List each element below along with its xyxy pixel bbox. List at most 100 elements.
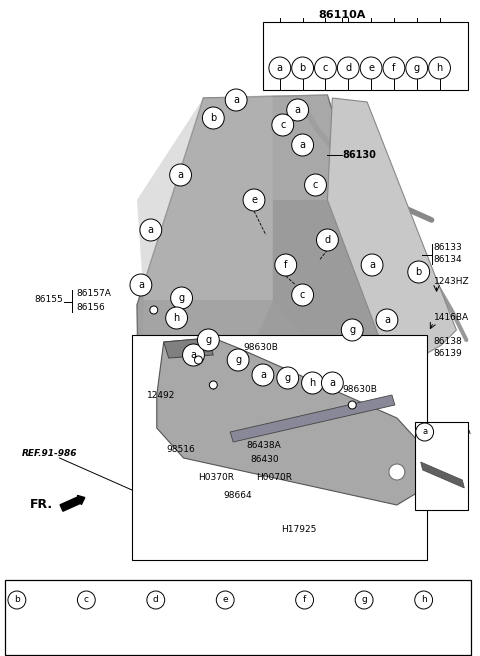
Text: g: g	[235, 355, 241, 365]
Text: h: h	[310, 378, 316, 388]
Polygon shape	[230, 395, 395, 442]
Circle shape	[272, 114, 294, 136]
Polygon shape	[218, 635, 275, 656]
Text: a: a	[295, 105, 300, 115]
Text: g: g	[205, 335, 211, 345]
Bar	[263, 22, 468, 90]
Text: g: g	[179, 293, 185, 303]
Circle shape	[292, 57, 313, 79]
Circle shape	[147, 591, 165, 609]
Text: a: a	[277, 63, 283, 73]
Text: e: e	[368, 63, 374, 73]
Circle shape	[8, 591, 26, 609]
Text: a: a	[191, 350, 196, 360]
Text: a: a	[148, 225, 154, 235]
Circle shape	[341, 319, 363, 341]
Circle shape	[140, 219, 162, 241]
Text: c: c	[280, 120, 286, 130]
Text: f: f	[303, 596, 306, 604]
Circle shape	[296, 591, 313, 609]
Text: 86130: 86130	[342, 150, 376, 160]
Text: a: a	[178, 170, 183, 180]
Circle shape	[415, 591, 432, 609]
Circle shape	[292, 134, 313, 156]
Circle shape	[408, 261, 430, 283]
Text: c: c	[323, 63, 328, 73]
Text: h: h	[173, 313, 180, 323]
Text: e: e	[251, 195, 257, 205]
Text: e: e	[222, 596, 228, 604]
Circle shape	[243, 189, 265, 211]
Circle shape	[301, 372, 324, 394]
Polygon shape	[137, 95, 273, 300]
Circle shape	[203, 107, 224, 129]
Text: a: a	[300, 140, 306, 150]
Text: b: b	[14, 596, 20, 604]
Text: a: a	[384, 315, 390, 325]
Text: 86159F: 86159F	[435, 596, 469, 604]
Polygon shape	[164, 338, 213, 358]
Text: 86157A: 86157A	[76, 289, 111, 298]
Polygon shape	[420, 462, 464, 488]
Text: h: h	[421, 596, 427, 604]
Circle shape	[150, 306, 158, 314]
Text: H0370R: H0370R	[198, 474, 234, 483]
Bar	[367, 640, 405, 656]
Text: 86133: 86133	[433, 243, 462, 253]
Circle shape	[322, 372, 343, 394]
Text: 98516: 98516	[167, 445, 195, 455]
Text: b: b	[416, 267, 422, 277]
Circle shape	[416, 423, 433, 441]
Text: a: a	[233, 95, 239, 105]
Text: 95791B: 95791B	[237, 596, 272, 604]
Polygon shape	[238, 200, 397, 400]
Circle shape	[360, 57, 382, 79]
Text: 97257U: 97257U	[168, 596, 203, 604]
Polygon shape	[421, 635, 469, 656]
Circle shape	[252, 364, 274, 386]
Text: 86438A: 86438A	[246, 440, 281, 449]
Bar	[132, 335, 427, 560]
Text: b: b	[210, 113, 216, 123]
Circle shape	[169, 164, 192, 186]
Text: b: b	[300, 63, 306, 73]
Polygon shape	[13, 642, 49, 656]
Circle shape	[277, 367, 299, 389]
Circle shape	[166, 307, 188, 329]
Circle shape	[355, 591, 373, 609]
Polygon shape	[157, 338, 421, 505]
Circle shape	[171, 287, 192, 309]
Text: d: d	[345, 63, 351, 73]
Text: 96015: 96015	[98, 596, 127, 604]
Text: 86139: 86139	[433, 350, 462, 358]
Text: f: f	[392, 63, 396, 73]
Polygon shape	[327, 98, 456, 362]
Circle shape	[361, 254, 383, 276]
Text: c: c	[300, 290, 305, 300]
Circle shape	[269, 57, 291, 79]
Text: H0070R: H0070R	[256, 474, 292, 483]
Text: FR.: FR.	[30, 499, 53, 512]
Text: 86155: 86155	[35, 295, 63, 304]
Text: 12492: 12492	[147, 390, 175, 400]
Text: REF.91-986: REF.91-986	[22, 449, 77, 457]
Circle shape	[77, 591, 95, 609]
Text: c: c	[313, 180, 318, 190]
Text: 98630B: 98630B	[342, 386, 377, 394]
Text: g: g	[414, 63, 420, 73]
Text: 86121A: 86121A	[437, 428, 471, 436]
Circle shape	[225, 89, 247, 111]
Bar	[357, 632, 415, 656]
Text: 86134: 86134	[433, 255, 462, 264]
Text: 98664: 98664	[223, 491, 252, 499]
Text: H17925: H17925	[281, 525, 316, 535]
Circle shape	[305, 174, 326, 196]
Circle shape	[197, 329, 219, 351]
Circle shape	[209, 381, 217, 389]
Text: 1243HZ: 1243HZ	[433, 277, 469, 287]
Text: 86110A: 86110A	[319, 10, 366, 20]
Circle shape	[348, 401, 356, 409]
Polygon shape	[273, 95, 347, 200]
Text: f: f	[284, 260, 288, 270]
Text: c: c	[84, 596, 89, 604]
